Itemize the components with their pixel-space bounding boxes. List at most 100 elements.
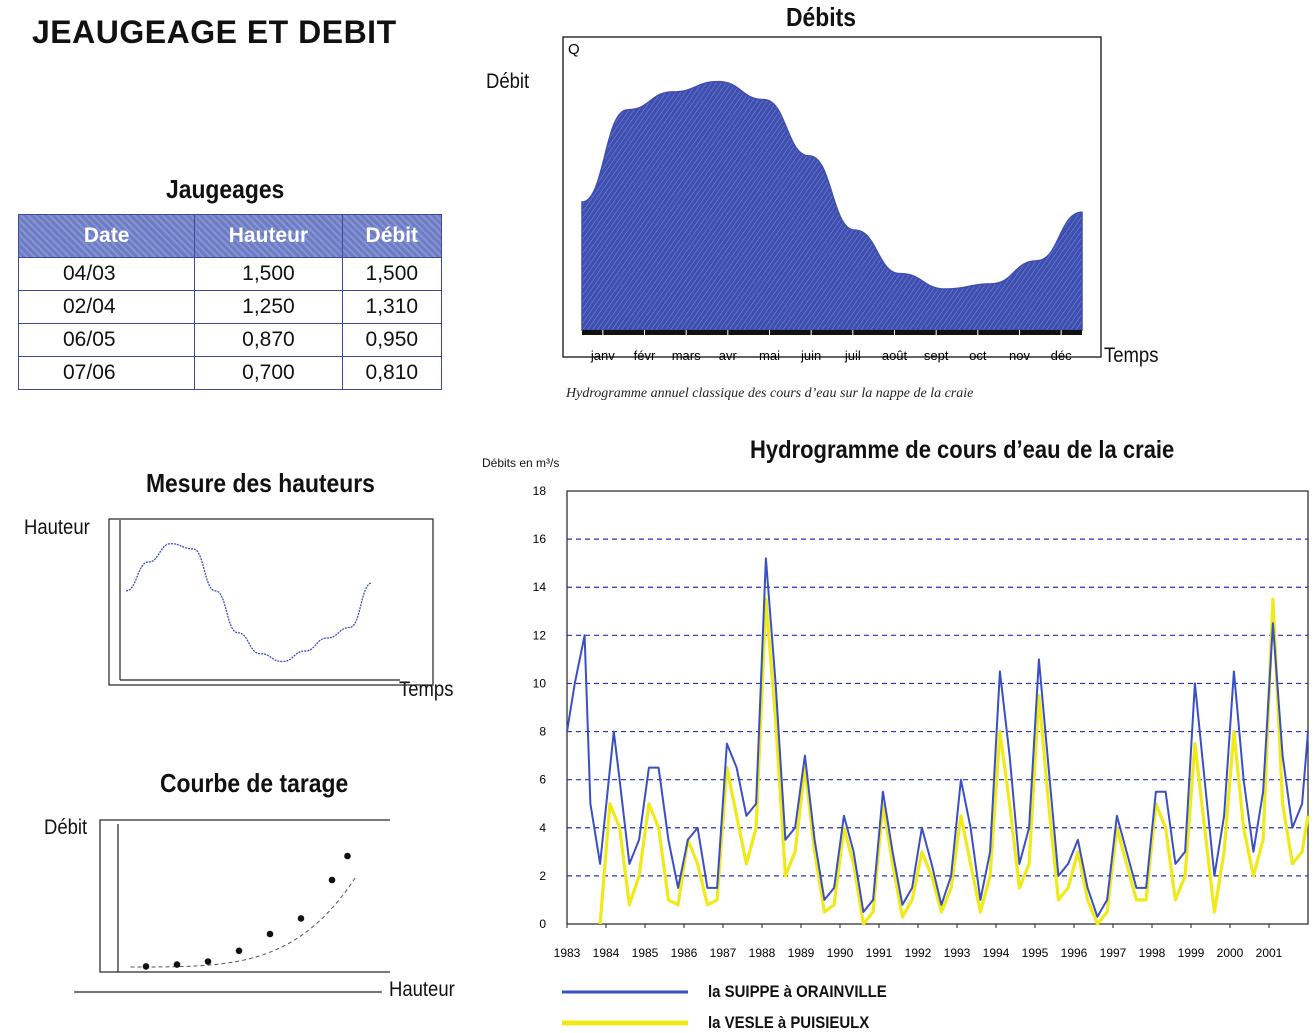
hydro-title: Hydrogramme de cours d’eau de la craie [750,436,1175,464]
debits-x-tick-label: déc [1051,348,1072,363]
hydro-series-suippe [566,557,1309,918]
hydro-x-tick-label: 1992 [905,946,932,960]
hydro-chart: 0 2 4 6 8 10 12 14 16 18 1983 1984 1985 1986 1987 1988 1… [533,484,1310,960]
hydro-x-tick-label: 1983 [554,946,581,960]
tarage-frame [99,819,390,973]
hydro-y-tick-label: 10 [533,676,547,690]
table-header-hauteur: Hauteur [194,214,343,258]
hydro-x-tick-label: 1996 [1061,946,1088,960]
table-row: 04/03 1,500 1,500 [17,257,443,291]
debits-q-label: Q [568,41,580,58]
hydro-x-tick-label: 2001 [1256,946,1283,960]
debits-title: Débits [786,2,856,32]
hydro-x-tick-label: 1990 [827,946,854,960]
hydro-y-tick-label: 16 [533,532,547,546]
table-row: 06/05 0,870 0,950 [17,323,443,357]
debits-x-tick-label: juin [800,348,821,363]
hydro-y-tick-label: 4 [539,821,546,835]
hydro-y-tick-label: 8 [539,725,546,739]
mesure-series-line [125,543,373,663]
table-cell: 1,500 [341,257,443,291]
tarage-ylabel: Débit [44,816,88,839]
tarage-fit-curve [130,875,358,968]
debits-x-tick-label: janv [590,348,615,363]
table-cell: 0,700 [194,356,343,390]
debits-x-tick-label: juil [844,348,861,363]
table-cell: 0,810 [341,356,443,390]
table-row: 02/04 1,250 1,310 [17,290,443,324]
debits-x-tick-label: mai [759,348,780,363]
tarage-point [344,852,351,860]
hydro-x-tick-label: 1989 [788,946,815,960]
debits-xlabel: Temps [1104,344,1159,367]
table-cell: 07/06 [17,356,196,390]
hydro-x-tick-label: 1993 [944,946,971,960]
debits-x-tick-label: avr [719,348,738,363]
tarage-point [235,947,243,955]
mesure-ylabel: Hauteur [24,516,90,539]
hydro-y-tick-label: 6 [539,773,546,787]
table-cell: 04/03 [17,257,196,291]
mesure-frame [108,518,434,686]
tarage-point [142,963,150,970]
hydro-x-tick-label: 1988 [749,946,776,960]
table-cell: 0,950 [341,323,443,357]
table-header-debit: Débit [341,214,443,258]
hydro-y-tick-label: 2 [539,869,546,883]
hydro-x-tick-label: 1999 [1178,946,1205,960]
debits-chart: Q janv févr mars avr mai juin juil août sept oct n… [562,36,1102,363]
debits-x-tick-label: août [882,348,908,363]
table-cell: 0,870 [194,323,343,357]
debits-x-tick-label: oct [969,348,987,363]
hydro-frame [566,490,1309,925]
hydro-y-tick-label: 0 [539,917,546,931]
tarage-xlabel: Hauteur [389,978,455,1001]
mesure-chart [108,518,434,686]
hydro-legend-swatches [562,990,688,1026]
debits-x-tick-label: sept [924,348,949,363]
debits-x-tick-label: févr [634,348,656,363]
hydro-x-tick-label: 1994 [983,946,1010,960]
debits-x-tick-label: nov [1009,348,1030,363]
hydro-x-tick-label: 1991 [866,946,893,960]
hydro-y-tick-label: 14 [533,580,547,594]
debits-area [581,80,1083,331]
table-cell: 1,500 [194,257,343,291]
tarage-point [173,961,181,968]
hydro-x-tick-label: 1986 [671,946,698,960]
table-row: 07/06 0,700 0,810 [17,356,443,390]
tarage-point [266,930,274,938]
mesure-title: Mesure des hauteurs [146,468,375,498]
debits-ylabel: Débit [486,70,530,93]
hydro-x-tick-label: 1985 [632,946,659,960]
table-cell: 06/05 [17,323,196,357]
hydro-ylabel: Débits en m³/s [482,456,560,470]
debits-x-tick-label: mars [672,348,701,363]
tarage-chart [74,819,390,993]
hydro-y-tick-label: 18 [533,484,547,498]
hydro-x-tick-label: 1998 [1139,946,1166,960]
tarage-title: Courbe de tarage [160,768,349,798]
debits-frame [562,36,1102,358]
table-cell: 02/04 [17,290,196,324]
legend-vesle-label: la VESLE à PUISIEULX [708,1013,870,1032]
tarage-point [297,915,305,922]
table-header-row: Date Hauteur Débit [17,214,443,258]
debits-caption: Hydrogramme annuel classique des cours d… [566,386,974,401]
hydro-x-tick-label: 1995 [1022,946,1049,960]
jaugeages-title: Jaugeages [166,174,285,204]
page-title: JEAUGEAGE ET DEBIT [32,14,397,50]
hydro-x-tick-label: 2000 [1217,946,1244,960]
tarage-point [204,958,212,965]
jaugeages-table: Date Hauteur Débit 04/03 1,500 1,500 02/… [17,214,443,390]
debits-baseline [582,330,1082,335]
table-cell: 1,310 [341,290,443,324]
table-cell: 1,250 [194,290,343,324]
legend-suippe-label: la SUIPPE à ORAINVILLE [708,982,887,1001]
table-header-date: Date [17,214,196,258]
hydro-x-tick-label: 1984 [593,946,620,960]
hydro-y-tick-label: 12 [533,628,547,642]
mesure-xlabel: Temps [399,678,454,701]
hydro-x-tick-label: 1997 [1100,946,1127,960]
hydro-x-tick-label: 1987 [710,946,737,960]
